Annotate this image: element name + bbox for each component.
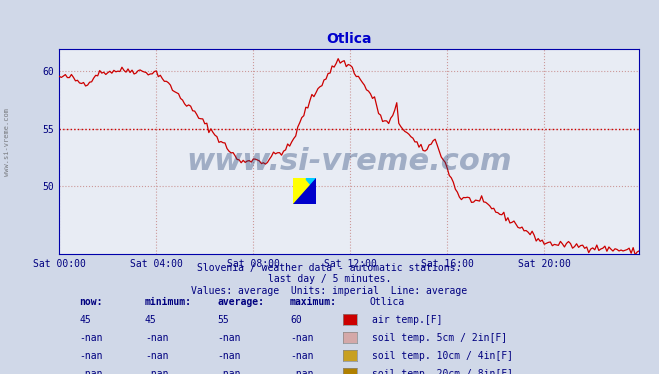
Text: -nan: -nan [79, 351, 103, 361]
Text: -nan: -nan [145, 333, 169, 343]
Text: -nan: -nan [217, 351, 241, 361]
Text: -nan: -nan [217, 333, 241, 343]
Text: last day / 5 minutes.: last day / 5 minutes. [268, 275, 391, 284]
Text: -nan: -nan [290, 333, 314, 343]
Text: Slovenia / weather data - automatic stations.: Slovenia / weather data - automatic stat… [197, 263, 462, 273]
Text: maximum:: maximum: [290, 297, 337, 307]
Polygon shape [293, 178, 304, 191]
Polygon shape [293, 178, 316, 204]
Text: -nan: -nan [217, 369, 241, 374]
Text: -nan: -nan [290, 369, 314, 374]
Text: 45: 45 [79, 315, 91, 325]
Text: -nan: -nan [145, 369, 169, 374]
Text: 60: 60 [290, 315, 302, 325]
Text: air temp.[F]: air temp.[F] [372, 315, 443, 325]
Text: -nan: -nan [79, 369, 103, 374]
Text: -nan: -nan [145, 351, 169, 361]
Text: 45: 45 [145, 315, 157, 325]
Text: www.si-vreme.com: www.si-vreme.com [186, 147, 512, 176]
Text: -nan: -nan [79, 333, 103, 343]
Text: average:: average: [217, 297, 264, 307]
Text: www.si-vreme.com: www.si-vreme.com [3, 108, 10, 176]
Polygon shape [304, 178, 316, 191]
Text: Values: average  Units: imperial  Line: average: Values: average Units: imperial Line: av… [191, 286, 468, 295]
Title: Otlica: Otlica [326, 32, 372, 46]
Text: Otlica: Otlica [369, 297, 404, 307]
Text: now:: now: [79, 297, 103, 307]
Text: 55: 55 [217, 315, 229, 325]
Text: soil temp. 10cm / 4in[F]: soil temp. 10cm / 4in[F] [372, 351, 513, 361]
Text: -nan: -nan [290, 351, 314, 361]
Text: minimum:: minimum: [145, 297, 192, 307]
Text: soil temp. 20cm / 8in[F]: soil temp. 20cm / 8in[F] [372, 369, 513, 374]
Polygon shape [293, 178, 316, 204]
Text: soil temp. 5cm / 2in[F]: soil temp. 5cm / 2in[F] [372, 333, 507, 343]
